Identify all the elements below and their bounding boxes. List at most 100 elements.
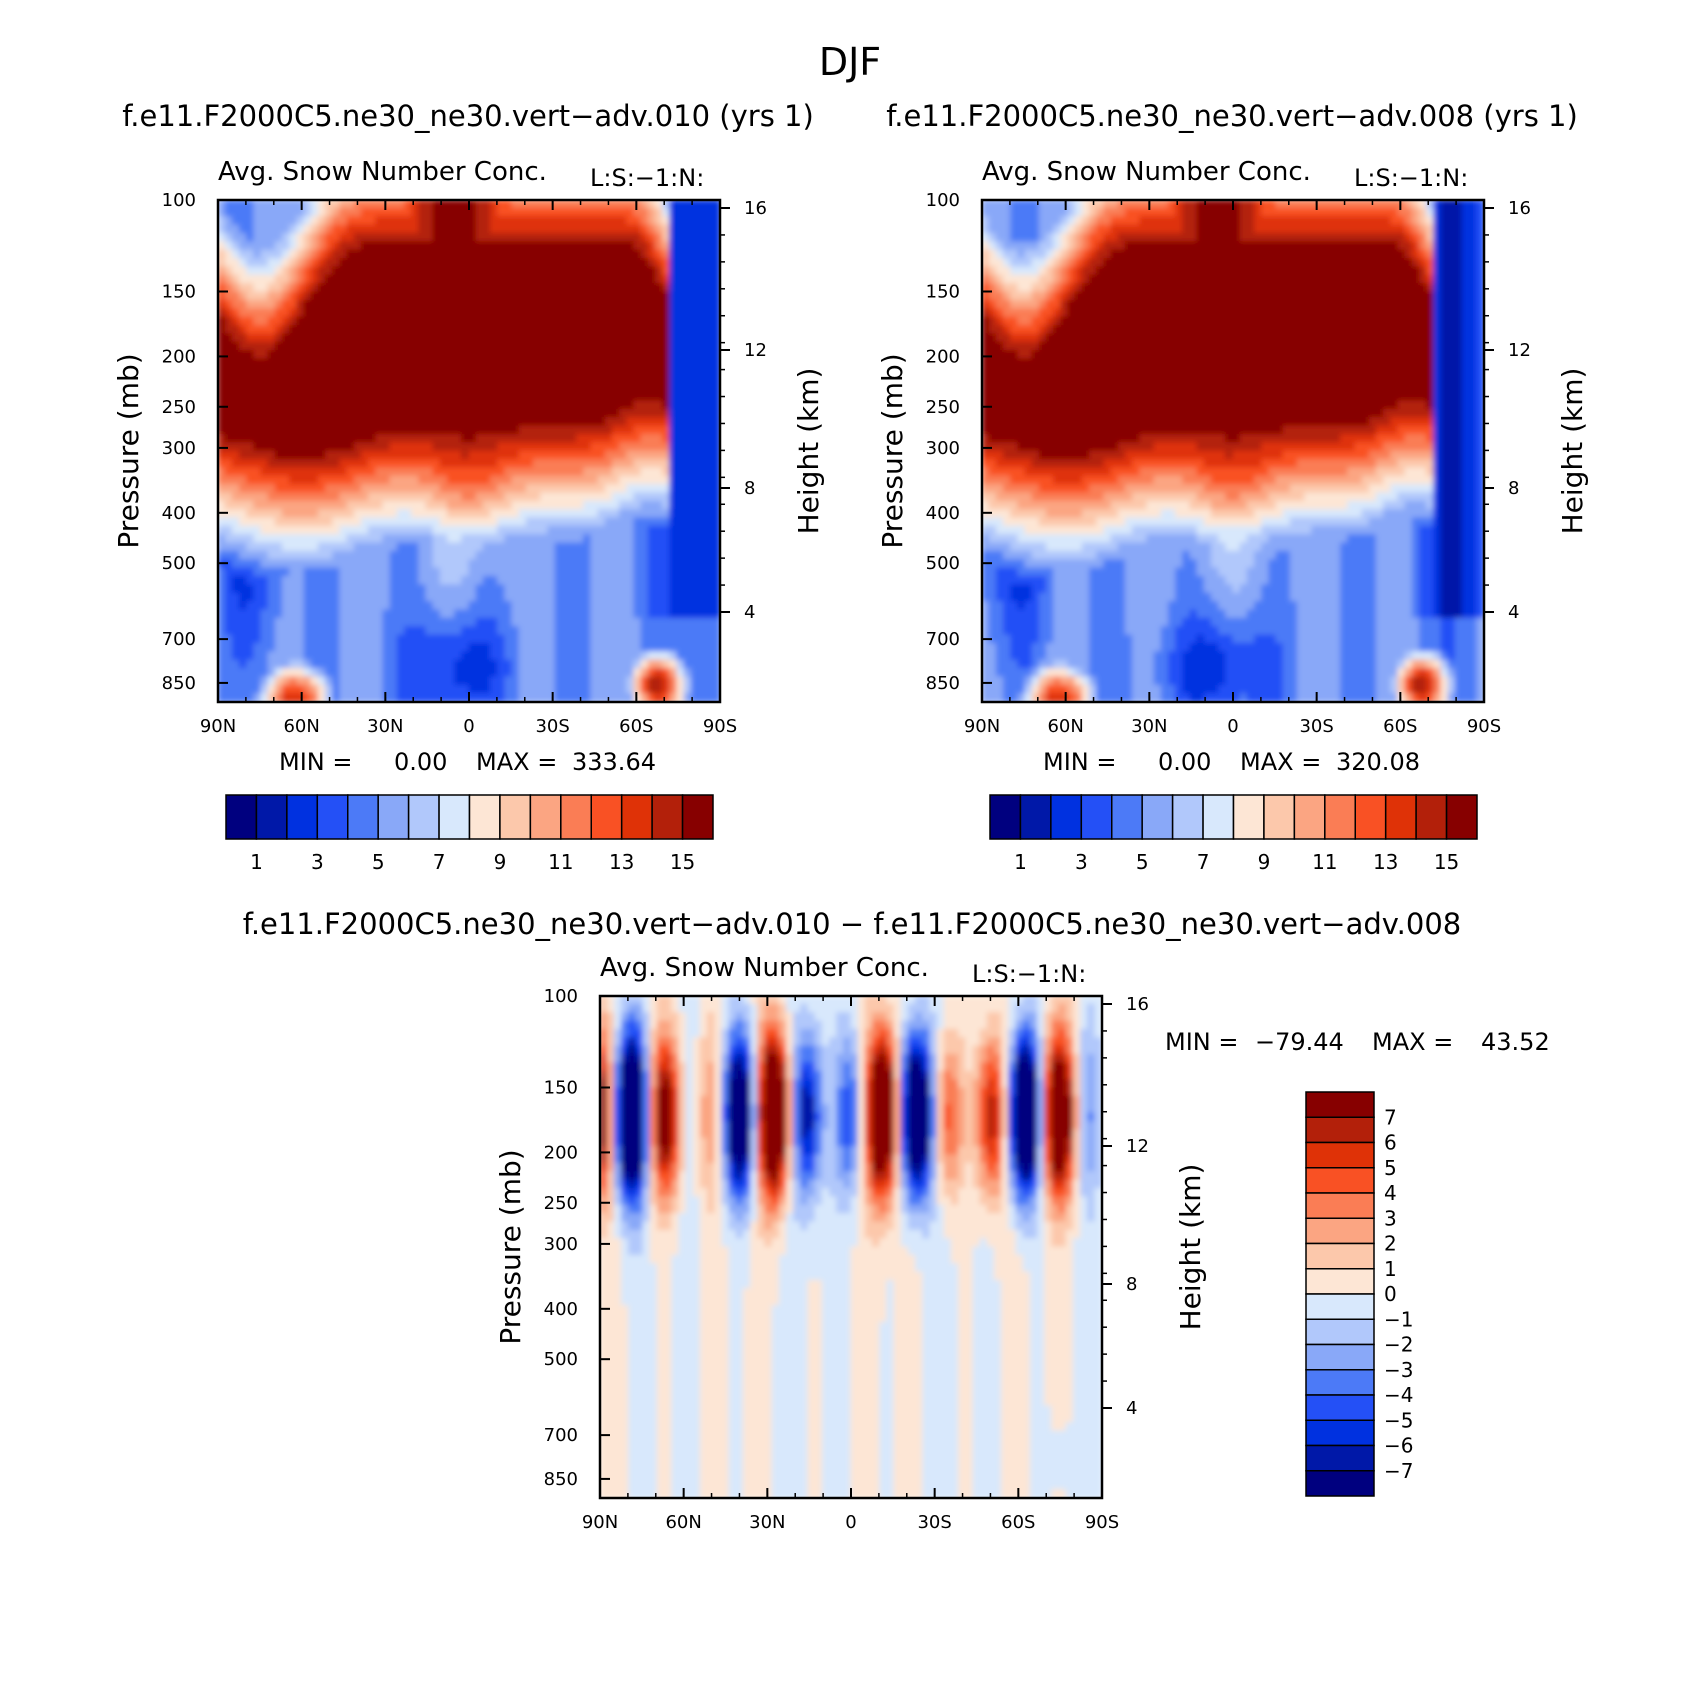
contour-cell [561, 609, 571, 620]
contour-cell [676, 316, 685, 327]
contour-cell [231, 249, 241, 260]
contour-cell [454, 584, 463, 594]
contour-cell [511, 299, 520, 310]
contour-cell [590, 601, 599, 611]
contour-cell [447, 467, 456, 477]
contour-cell [389, 417, 398, 427]
contour-cell [995, 249, 1005, 260]
contour-cell [1003, 425, 1012, 435]
contour-cell [382, 316, 391, 327]
contour-cell [375, 391, 384, 402]
contour-cell [540, 200, 549, 210]
contour-cell [432, 609, 441, 620]
contour-cell [525, 283, 535, 293]
contour-cell [525, 684, 535, 695]
contour-cell [339, 534, 348, 544]
contour-cell [253, 299, 262, 310]
contour-cell [346, 676, 355, 686]
contour-cell [360, 484, 370, 494]
contour-cell [533, 576, 542, 586]
contour-cell [547, 274, 556, 285]
contour-cell [303, 325, 312, 335]
contour-cell [339, 249, 348, 260]
contour-cell [525, 626, 535, 636]
contour-cell [655, 266, 664, 276]
contour-cell [518, 475, 528, 486]
contour-cell [468, 366, 477, 377]
contour-cell [346, 308, 355, 318]
contour-cell [353, 216, 363, 226]
contour-cell [260, 333, 269, 343]
contour-cell [647, 450, 657, 461]
contour-cell [568, 450, 578, 461]
contour-cell [490, 241, 499, 251]
contour-cell [475, 542, 485, 553]
contour-cell [310, 609, 320, 620]
contour-cell [1017, 542, 1026, 553]
contour-cell [547, 249, 556, 260]
contour-cell [260, 567, 269, 578]
contour-cell [325, 333, 334, 343]
contour-cell [239, 433, 248, 444]
contour-cell [239, 609, 248, 620]
contour-cell [583, 450, 592, 461]
contour-cell [597, 258, 606, 268]
contour-cell [554, 216, 563, 226]
contour-cell [504, 266, 513, 276]
contour-cell [274, 241, 284, 251]
contour-cell [425, 676, 434, 686]
contour-cell [540, 299, 549, 310]
contour-cell [561, 299, 571, 310]
contour-cell [375, 693, 384, 702]
contour-cell [439, 651, 449, 661]
contour-cell [568, 676, 578, 686]
contour-cell [404, 467, 413, 477]
contour-cell [640, 258, 649, 268]
contour-cell [317, 249, 327, 260]
contour-cell [988, 450, 998, 461]
contour-cell [676, 567, 685, 578]
contour-cell [447, 475, 456, 486]
contour-cell [432, 442, 441, 452]
contour-cell [1003, 517, 1012, 527]
contour-cell [454, 258, 463, 268]
contour-cell [533, 308, 542, 318]
contour-cell [447, 458, 456, 469]
contour-cell [988, 258, 998, 268]
contour-cell [683, 325, 692, 335]
contour-cell [690, 350, 700, 360]
contour-cell [360, 308, 370, 318]
contour-cell [289, 233, 298, 243]
contour-cell [475, 517, 485, 527]
contour-cell [439, 375, 449, 385]
contour-cell [662, 249, 671, 260]
contour-cell [296, 458, 305, 469]
contour-cell [683, 458, 692, 469]
contour-cell [346, 258, 355, 268]
contour-cell [389, 693, 398, 702]
contour-cell [604, 333, 614, 343]
contour-cell [568, 408, 578, 419]
contour-cell [274, 333, 284, 343]
contour-cell [676, 584, 685, 594]
contour-cell [988, 207, 998, 218]
contour-cell [1010, 233, 1019, 243]
contour-cell [325, 291, 334, 302]
contour-cell [332, 500, 341, 511]
contour-cell [282, 467, 291, 477]
contour-cell [1003, 458, 1012, 469]
contour-cell [497, 400, 506, 410]
contour-cell [683, 693, 692, 702]
contour-cell [368, 534, 377, 544]
colorbar-box [560, 794, 592, 840]
contour-cell [303, 684, 312, 695]
contour-cell [554, 341, 563, 352]
contour-cell [368, 584, 377, 594]
contour-cell [1038, 550, 1048, 561]
contour-cell [1017, 383, 1026, 394]
contour-cell [683, 299, 692, 310]
contour-cell [590, 542, 599, 553]
contour-cell [518, 492, 528, 502]
contour-cell [705, 534, 714, 544]
contour-cell [368, 308, 377, 318]
